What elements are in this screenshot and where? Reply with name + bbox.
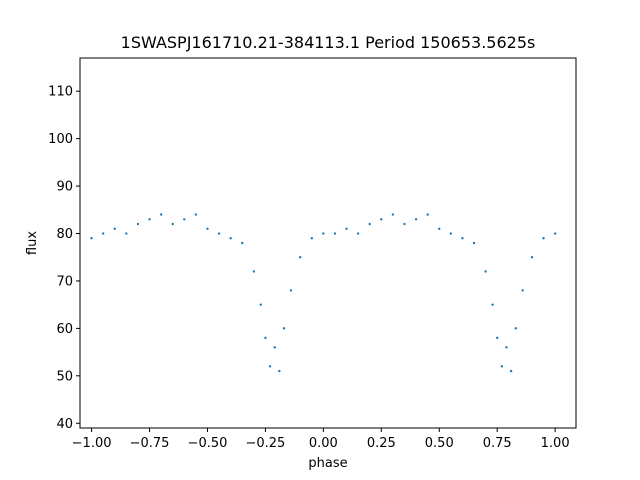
- x-tick-label: 0.50: [425, 436, 454, 451]
- data-point: [530, 256, 534, 259]
- data-point: [113, 227, 116, 230]
- data-point: [333, 232, 337, 235]
- data-point: [310, 237, 313, 240]
- data-point: [264, 336, 267, 340]
- x-tick-label: 0.00: [309, 436, 338, 451]
- y-tick-label: 60: [56, 322, 73, 337]
- data-point: [345, 227, 348, 230]
- x-axis-label: phase: [308, 456, 347, 471]
- data-point: [356, 232, 360, 235]
- x-tick-label: −0.50: [188, 436, 228, 451]
- data-point: [322, 232, 325, 235]
- data-point: [449, 232, 453, 235]
- data-point: [461, 237, 464, 240]
- data-point: [491, 303, 494, 306]
- x-axis-ticks: −1.00 −0.75 −0.50 −0.25 0.00 0.25 0.50 0.75 1.00: [72, 428, 570, 451]
- y-tick-label: 100: [48, 132, 73, 147]
- data-point: [509, 369, 513, 373]
- scatter-points: [90, 213, 557, 373]
- y-tick-label: 80: [56, 227, 73, 242]
- data-point: [505, 346, 508, 349]
- data-point: [472, 241, 476, 245]
- data-point: [259, 303, 262, 306]
- data-point: [206, 227, 209, 230]
- data-point: [136, 222, 140, 226]
- data-point: [391, 213, 395, 216]
- data-point: [252, 270, 256, 273]
- data-point: [101, 232, 105, 235]
- data-point: [159, 213, 163, 216]
- chart-title: 1SWASPJ161710.21-384113.1 Period 150653.…: [121, 33, 536, 52]
- data-point: [183, 218, 186, 221]
- data-point: [403, 222, 406, 226]
- y-tick-label: 70: [56, 274, 73, 289]
- x-tick-label: −1.00: [72, 436, 112, 451]
- x-tick-label: −0.75: [130, 436, 170, 451]
- data-point: [521, 289, 524, 292]
- data-point: [229, 237, 232, 240]
- y-tick-label: 90: [56, 180, 73, 195]
- x-tick-label: 1.00: [541, 436, 570, 451]
- x-tick-label: 0.75: [483, 436, 512, 451]
- data-point: [495, 336, 499, 340]
- plot-frame: [79, 57, 577, 429]
- y-tick-label: 40: [56, 417, 73, 432]
- y-axis-ticks: 40 50 60 70 80 90 100 110: [48, 85, 80, 432]
- data-point: [171, 222, 174, 226]
- data-point: [90, 237, 93, 240]
- data-point: [282, 327, 286, 330]
- data-point: [268, 365, 272, 368]
- data-point: [273, 346, 276, 349]
- data-point: [426, 213, 429, 216]
- data-point: [125, 232, 128, 235]
- data-point: [484, 270, 487, 273]
- y-axis-label: flux: [25, 231, 40, 255]
- data-point: [217, 232, 221, 235]
- y-tick-label: 50: [56, 369, 73, 384]
- data-point: [148, 218, 151, 221]
- data-point: [438, 227, 441, 230]
- data-point: [289, 289, 293, 292]
- data-point: [278, 369, 281, 373]
- data-point: [380, 218, 383, 221]
- data-point: [542, 237, 545, 240]
- data-point: [241, 241, 244, 245]
- data-point: [553, 232, 557, 235]
- x-tick-label: −0.25: [245, 436, 285, 451]
- data-point: [414, 218, 418, 221]
- data-point: [368, 222, 371, 226]
- data-point: [298, 256, 302, 259]
- x-tick-label: 0.25: [367, 436, 396, 451]
- data-point: [500, 365, 504, 368]
- y-tick-label: 110: [48, 85, 73, 100]
- data-point: [514, 327, 517, 330]
- data-point: [194, 213, 198, 216]
